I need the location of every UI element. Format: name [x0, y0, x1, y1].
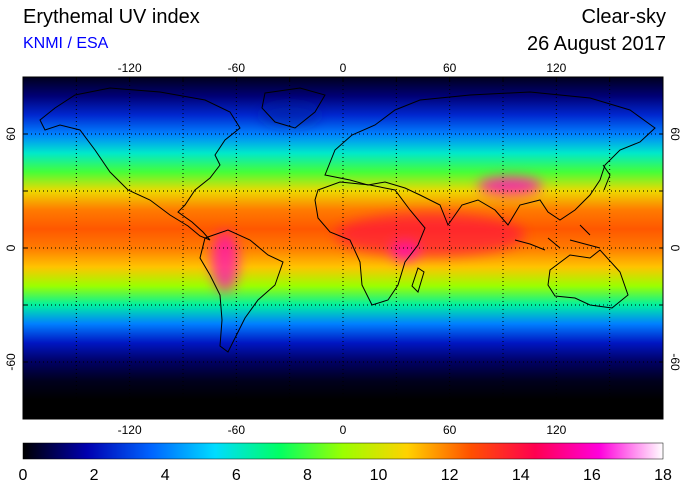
australia-coast [547, 249, 629, 309]
lon-tick-label-bottom: -120 [118, 423, 142, 437]
colorbar-tick-label: 12 [441, 467, 459, 484]
lat-tick-label-left: 60 [4, 127, 18, 141]
colorbar-tick-label: 8 [303, 467, 312, 484]
lon-tick-label-top: 120 [546, 61, 566, 75]
lat-tick-label-right: 0 [668, 245, 682, 252]
madagascar-coast [411, 267, 425, 293]
southeast-asia-islands [514, 224, 601, 251]
map-title: Erythemal UV index [23, 6, 200, 28]
high-uv-tibet [478, 177, 542, 195]
north-america-coast [39, 87, 241, 241]
africa-coast [314, 181, 426, 306]
colorbar-tick-label: 18 [654, 467, 672, 484]
gridlines [23, 77, 663, 419]
lon-tick-label-bottom: 60 [443, 423, 457, 437]
colorbar-tick-label: 16 [583, 467, 601, 484]
lon-tick-label-top: 0 [340, 61, 347, 75]
lon-tick-label-bottom: -60 [228, 423, 246, 437]
europe-asia-coast [324, 91, 656, 227]
colorbar-tick-label: 2 [90, 467, 99, 484]
high-uv-andes [211, 232, 239, 292]
lat-tick-label-left: 0 [4, 244, 18, 251]
map-source: KNMI / ESA [23, 35, 109, 52]
lon-tick-label-top: -60 [228, 61, 246, 75]
longitude-labels: -120 -120 -60 -60 0 0 60 60 120 120 [118, 61, 567, 437]
high-uv-east-africa [391, 242, 419, 262]
greenland-coast [261, 87, 326, 129]
latitude-labels: 60 60 0 0 -60 -60 [4, 127, 682, 371]
lon-tick-label-bottom: 0 [340, 423, 347, 437]
lat-tick-label-left: -60 [4, 353, 18, 371]
colorbar [22, 442, 664, 460]
colorbar-tick-label: 10 [370, 467, 388, 484]
colorbar-tick-label: 14 [512, 467, 530, 484]
frame-ticks [23, 77, 663, 419]
lon-tick-label-top: 60 [443, 61, 457, 75]
lat-tick-label-right: 60 [668, 127, 682, 141]
lon-tick-label-bottom: 120 [546, 423, 566, 437]
lon-tick-label-top: -120 [118, 61, 142, 75]
low-uv-greenland [260, 103, 320, 127]
japan-coast [602, 164, 611, 191]
colorbar-tick-label: 0 [19, 467, 28, 484]
antarctica-coast [23, 403, 663, 413]
colorbar-tick-label: 6 [232, 467, 241, 484]
lat-tick-label-right: -60 [668, 353, 682, 371]
regional-highs [211, 103, 542, 292]
map-date: 26 August 2017 [526, 33, 666, 55]
sky-condition: Clear-sky [581, 6, 666, 28]
colorbar-tick-label: 4 [161, 467, 170, 484]
high-uv-tropics-africa [335, 213, 525, 257]
colorbar-labels: 0 2 4 6 8 10 12 14 16 18 [19, 467, 672, 484]
